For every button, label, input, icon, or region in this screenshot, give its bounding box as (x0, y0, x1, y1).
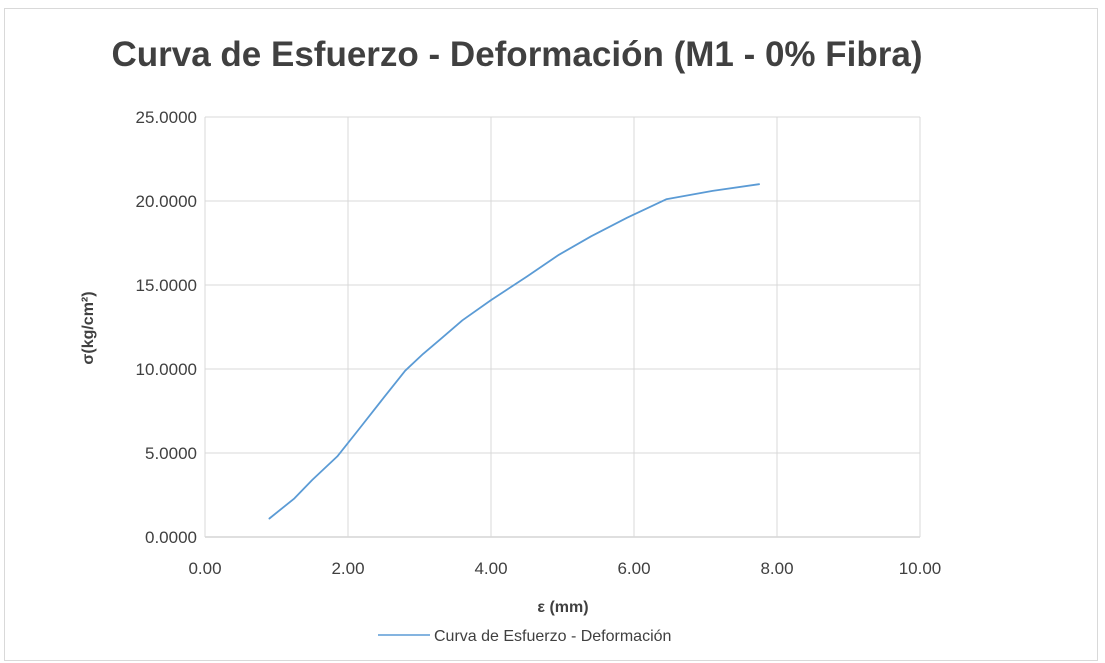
chart-title: Curva de Esfuerzo - Deformación (M1 - 0%… (112, 35, 923, 74)
x-tick-label: 6.00 (617, 559, 650, 578)
y-tick-label: 20.0000 (136, 192, 197, 211)
y-tick-label: 10.0000 (136, 360, 197, 379)
y-tick-label: 25.0000 (136, 108, 197, 127)
y-tick-labels: 0.0000 5.0000 10.0000 15.0000 20.0000 25.0000 (136, 108, 197, 547)
x-tick-label: 2.00 (331, 559, 364, 578)
x-tick-label: 10.00 (899, 559, 942, 578)
series-layer (268, 183, 760, 520)
series-line (268, 183, 760, 520)
x-tick-label: 0.00 (188, 559, 221, 578)
x-tick-label: 8.00 (760, 559, 793, 578)
legend-label: Curva de Esfuerzo - Deformación (434, 628, 671, 645)
y-axis-label: σ(kg/cm²) (80, 291, 97, 364)
y-gridlines (205, 116, 920, 538)
x-tick-label: 4.00 (474, 559, 507, 578)
y-tick-label: 15.0000 (136, 276, 197, 295)
y-tick-label: 5.0000 (145, 444, 197, 463)
legend: Curva de Esfuerzo - Deformación (378, 628, 671, 645)
x-gridlines (204, 117, 921, 537)
x-tick-labels: 0.00 2.00 4.00 6.00 8.00 10.00 (188, 559, 941, 578)
y-tick-label: 0.0000 (145, 528, 197, 547)
x-axis-label: ε (mm) (537, 599, 588, 616)
